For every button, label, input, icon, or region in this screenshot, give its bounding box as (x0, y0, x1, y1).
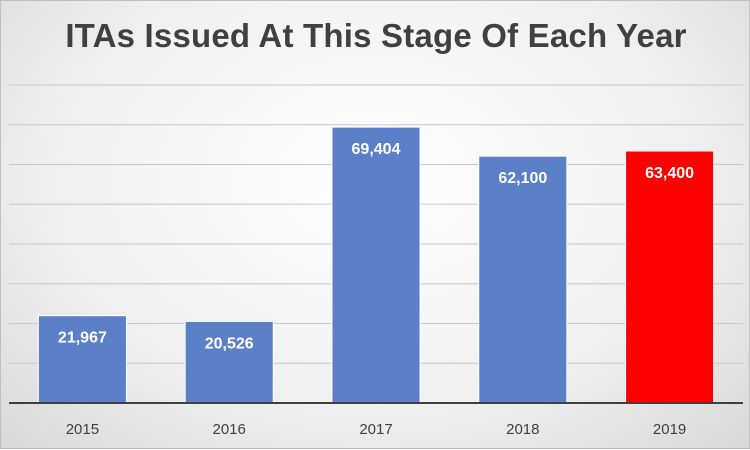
data-label: 63,400 (645, 165, 694, 182)
x-tick-label: 2019 (653, 421, 686, 438)
bar-2017 (331, 126, 421, 404)
bar-2016 (184, 320, 274, 404)
x-tick-label: 2015 (66, 421, 99, 438)
bar-2018 (478, 155, 568, 404)
x-tick-label: 2018 (506, 421, 539, 438)
x-tick-label: 2016 (213, 421, 246, 438)
data-label: 69,404 (352, 141, 401, 158)
bar-2015 (37, 315, 127, 404)
x-tick-label: 2017 (359, 421, 392, 438)
data-label: 62,100 (498, 170, 547, 187)
data-label: 21,967 (58, 330, 107, 347)
chart-title: ITAs Issued At This Stage Of Each Year (65, 17, 687, 54)
bar-2019 (625, 150, 715, 404)
data-label: 20,526 (205, 335, 254, 352)
